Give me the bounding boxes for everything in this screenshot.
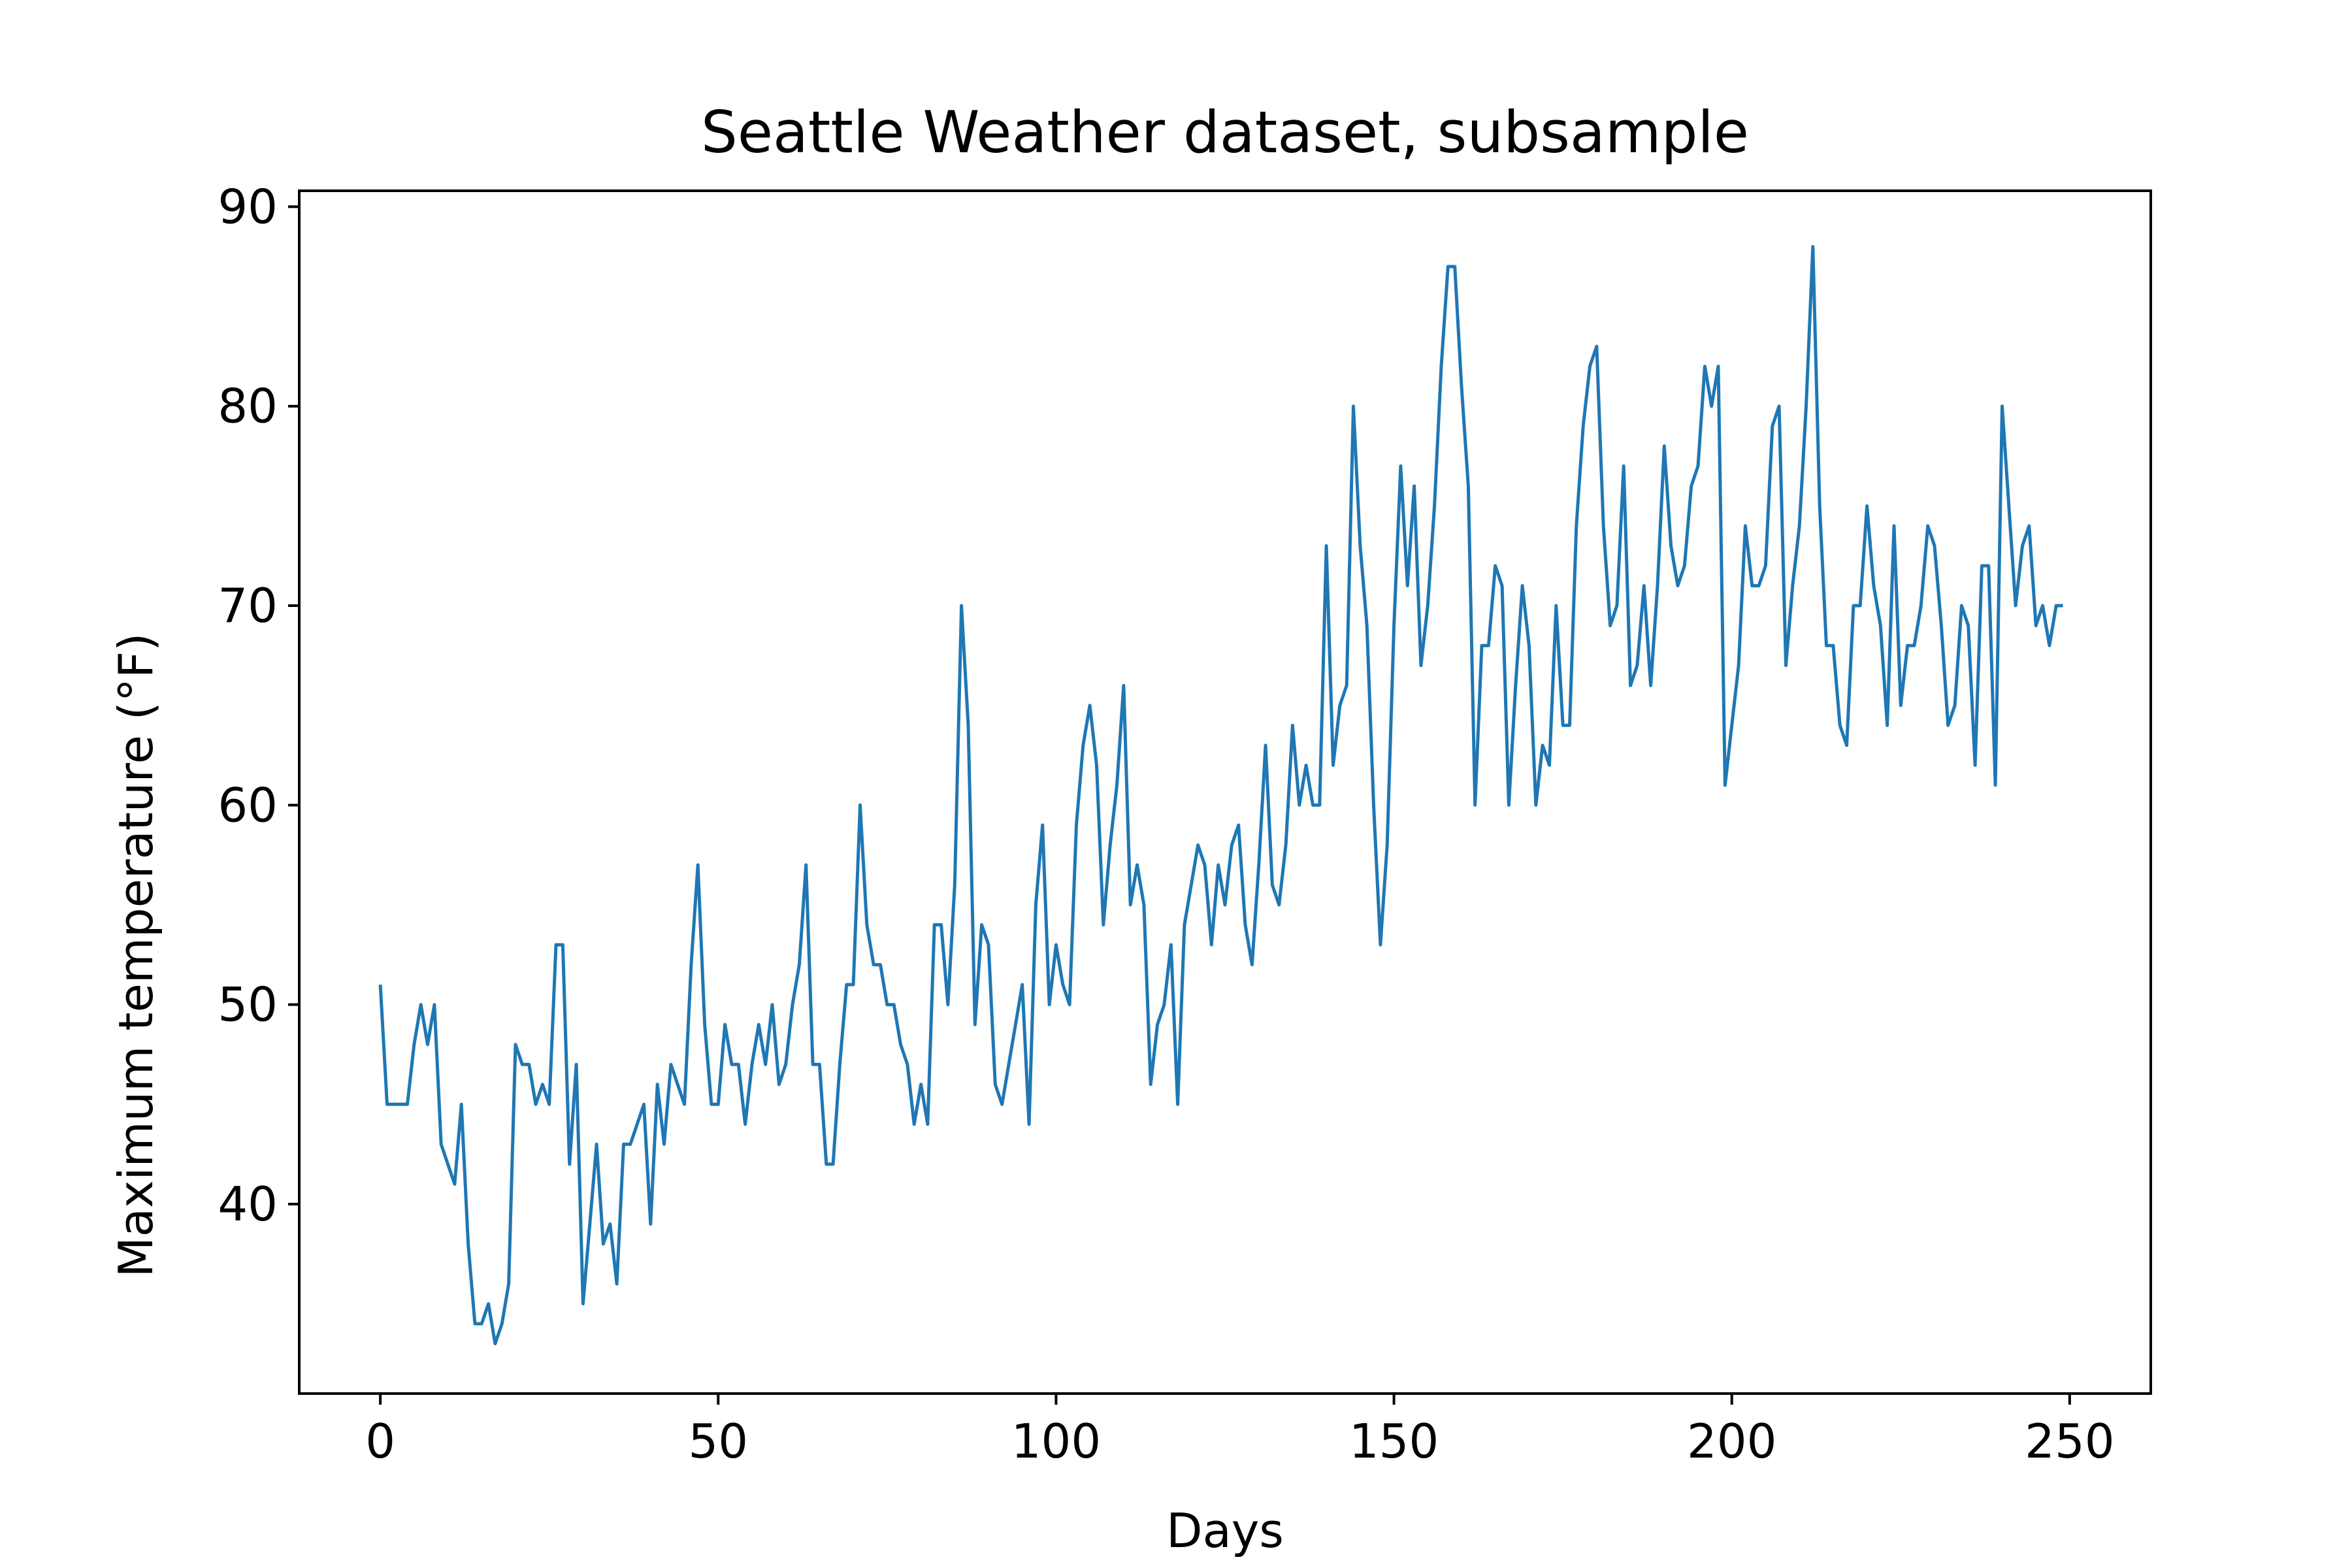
y-tick-label: 70: [218, 578, 278, 633]
series-line-0: [378, 245, 2063, 1346]
y-axis: 40 50 60 70 80 90: [218, 179, 299, 1232]
chart-title: Seattle Weather dataset, subsample: [701, 99, 1749, 166]
y-tick-label: 80: [218, 379, 278, 434]
x-tick-label: 100: [1011, 1414, 1101, 1469]
x-tick-label: 0: [365, 1414, 395, 1469]
plot-frame: [298, 189, 2152, 1395]
x-tick-label: 150: [1349, 1414, 1439, 1469]
y-tick-label: 50: [218, 977, 278, 1032]
y-tick-label: 40: [218, 1177, 278, 1232]
x-tick-label: 200: [1687, 1414, 1776, 1469]
plot-area: [378, 245, 2063, 1346]
y-axis-label: Maximum temperature (°F): [108, 633, 163, 1278]
y-tick-label: 60: [218, 777, 278, 832]
y-tick-label: 90: [218, 179, 278, 234]
x-axis: 0 50 100 150 200 250: [365, 1394, 2115, 1469]
x-axis-label: Days: [1166, 1503, 1284, 1558]
x-tick-label: 250: [2025, 1414, 2114, 1469]
x-tick-label: 50: [688, 1414, 748, 1469]
